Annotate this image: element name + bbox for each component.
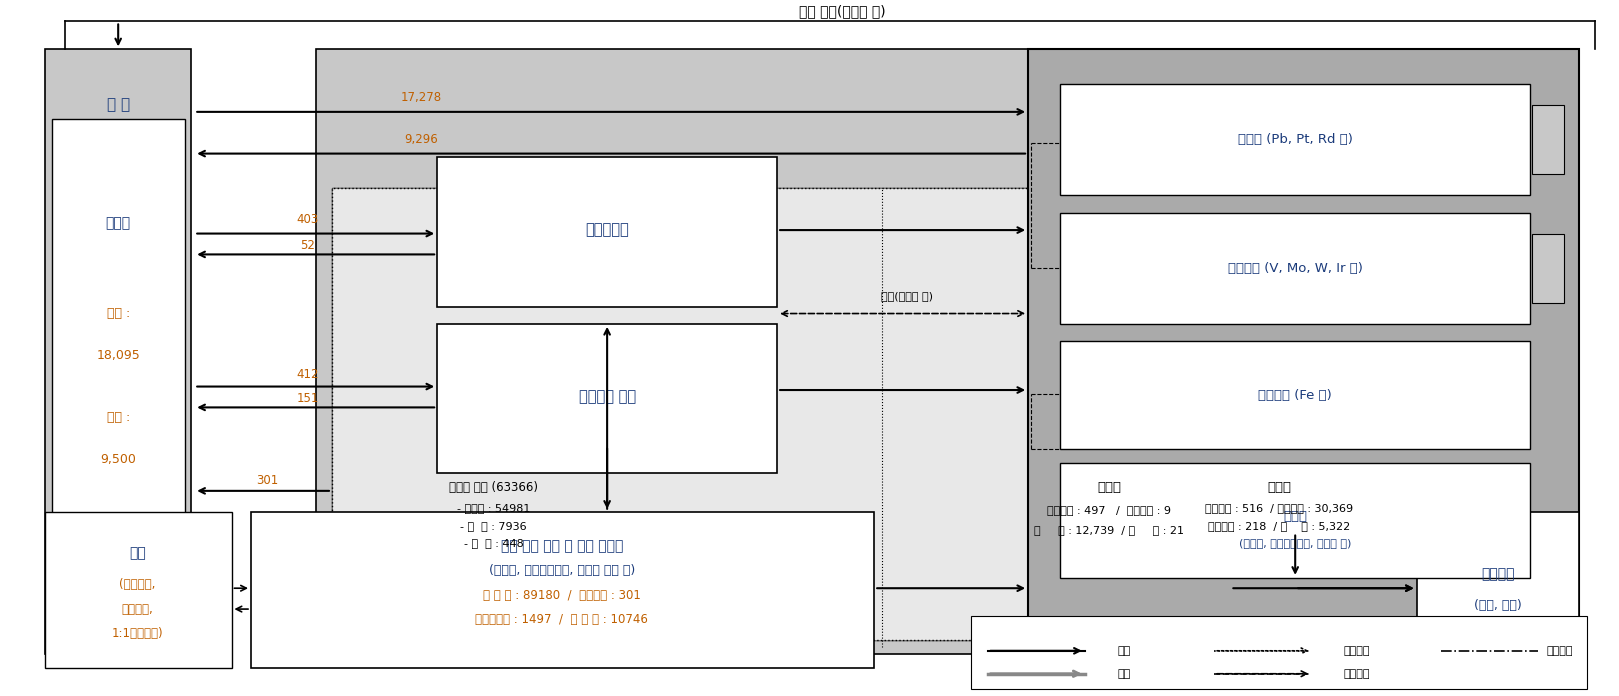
FancyBboxPatch shape <box>45 512 232 668</box>
Text: 1:1교환촉매): 1:1교환촉매) <box>112 627 164 640</box>
Text: 원료 수출(귀금속 등): 원료 수출(귀금속 등) <box>798 4 886 18</box>
Text: 301: 301 <box>256 474 278 487</box>
Text: 9,296: 9,296 <box>405 133 437 146</box>
Text: 촉매: 촉매 <box>130 546 146 560</box>
Text: - 수  출 : 7936: - 수 출 : 7936 <box>460 521 528 530</box>
FancyBboxPatch shape <box>1532 105 1564 175</box>
Text: 수출 :: 수출 : <box>107 411 130 425</box>
Text: 발 생 량 : 89180  /  자가수출 : 301: 발 생 량 : 89180 / 자가수출 : 301 <box>482 589 641 601</box>
Text: 최종처리: 최종처리 <box>1481 567 1514 581</box>
FancyBboxPatch shape <box>1532 234 1564 303</box>
Text: 폐기물: 폐기물 <box>1268 481 1290 494</box>
Text: 국내이동: 국내이동 <box>1344 646 1370 656</box>
Bar <box>332 189 1230 640</box>
Text: 403: 403 <box>296 213 319 226</box>
Text: 52: 52 <box>300 239 316 252</box>
Text: 폐촉매: 폐촉매 <box>1098 481 1120 494</box>
Text: (발전업, 석유화학산업, 자동차 산업 등): (발전업, 석유화학산업, 자동차 산업 등) <box>489 564 635 577</box>
Text: 151: 151 <box>296 392 319 405</box>
Text: 유효금속 (Fe 등): 유효금속 (Fe 등) <box>1258 389 1332 402</box>
Text: 매립자가 : 497   /  공공매립 : 9: 매립자가 : 497 / 공공매립 : 9 <box>1047 505 1171 514</box>
Text: 수출: 수출 <box>1117 669 1130 679</box>
Text: 폐기물: 폐기물 <box>1284 509 1307 523</box>
FancyBboxPatch shape <box>45 49 191 654</box>
Text: 18,095: 18,095 <box>96 349 141 362</box>
FancyBboxPatch shape <box>316 49 1570 654</box>
Text: 매     립 : 12,739  / 소     각 : 21: 매 립 : 12,739 / 소 각 : 21 <box>1035 525 1183 535</box>
FancyBboxPatch shape <box>1417 512 1579 668</box>
Text: 국 외: 국 외 <box>107 97 130 113</box>
Text: 412: 412 <box>296 367 319 381</box>
Text: 공공매립 : 218  / 기    타 : 5,322: 공공매립 : 218 / 기 타 : 5,322 <box>1208 521 1350 530</box>
FancyBboxPatch shape <box>1060 213 1530 324</box>
FancyBboxPatch shape <box>1060 341 1530 449</box>
Text: 소각위탁 : 516  / 매립위탁 : 30,369: 소각위탁 : 516 / 매립위탁 : 30,369 <box>1205 503 1353 513</box>
Text: 수출입업체: 수출입업체 <box>584 223 630 237</box>
Text: (소각, 매립): (소각, 매립) <box>1473 599 1522 612</box>
Text: 중간가공 업체: 중간가공 업체 <box>578 390 636 404</box>
Text: 폐촉매 위탁 (63366): 폐촉매 위탁 (63366) <box>450 481 538 494</box>
Text: 폐촉매: 폐촉매 <box>105 216 131 230</box>
Text: 9,500: 9,500 <box>100 453 136 466</box>
Text: 자가재활용 : 1497  /  보 관 량 : 10746: 자가재활용 : 1497 / 보 관 량 : 10746 <box>476 613 648 626</box>
FancyBboxPatch shape <box>251 512 874 668</box>
FancyBboxPatch shape <box>1060 84 1530 196</box>
FancyBboxPatch shape <box>971 616 1587 689</box>
FancyBboxPatch shape <box>52 119 185 647</box>
Text: 수입 :: 수입 : <box>107 307 130 320</box>
Text: (제품촉매,: (제품촉매, <box>120 578 155 591</box>
Text: 소비(귀금속 등): 소비(귀금속 등) <box>881 291 933 301</box>
Text: 희유금속 (V, Mo, W, Ir 등): 희유금속 (V, Mo, W, Ir 등) <box>1227 262 1363 275</box>
Text: 국내소비: 국내소비 <box>1546 646 1572 656</box>
FancyBboxPatch shape <box>437 324 777 473</box>
Text: 수입: 수입 <box>1117 646 1130 656</box>
Text: 최종처리: 최종처리 <box>1344 669 1370 679</box>
Text: 촉매 사용 산업 및 촉매 제조업: 촉매 사용 산업 및 촉매 제조업 <box>500 539 623 553</box>
Text: 17,278: 17,278 <box>400 91 442 104</box>
FancyBboxPatch shape <box>1060 463 1530 578</box>
FancyBboxPatch shape <box>1028 49 1579 647</box>
FancyBboxPatch shape <box>437 157 777 306</box>
Text: 재생촉매,: 재생촉매, <box>121 603 154 615</box>
Text: - 재활용 : 54981: - 재활용 : 54981 <box>457 503 531 513</box>
FancyBboxPatch shape <box>332 189 1230 640</box>
Text: (슬래그, 폐수처리오니, 폐촉매 등): (슬래그, 폐수처리오니, 폐촉매 등) <box>1239 538 1352 548</box>
Text: - 기  타 : 448: - 기 타 : 448 <box>465 538 523 548</box>
Text: 귀금속 (Pb, Pt, Rd 등): 귀금속 (Pb, Pt, Rd 등) <box>1239 133 1352 146</box>
